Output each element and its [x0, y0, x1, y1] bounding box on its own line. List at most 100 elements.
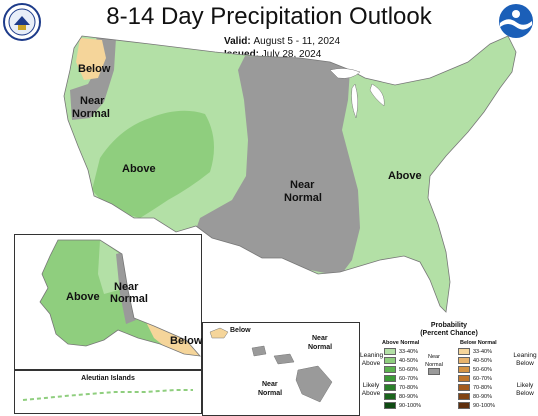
legend-likely-below: Likely Below	[512, 382, 538, 397]
legend-above-swatch	[384, 402, 396, 409]
ak-outline	[39, 239, 201, 357]
label-ak-above: Above	[66, 291, 100, 303]
noaa-logo	[498, 3, 534, 39]
label-near-central-1: Near	[290, 179, 315, 191]
legend-above-level-label: 90-100%	[399, 402, 422, 409]
legend-below-level-label: 40-50%	[473, 357, 492, 364]
legend-above-level-label: 70-80%	[399, 384, 418, 391]
lake-huron	[369, 83, 385, 107]
label-hi-near-a-2: Normal	[308, 344, 332, 351]
above-mid-region	[92, 110, 214, 218]
label-above-sw: Above	[122, 163, 156, 175]
legend-below-swatch	[458, 402, 470, 409]
label-below-nw: Below	[78, 63, 111, 75]
legend-leaning-above: Leaning Above	[360, 352, 384, 367]
legend-likely-above-2: Above	[361, 389, 381, 397]
legend-below-level-row: 80-90%	[458, 393, 492, 400]
legend-below-level-label: 90-100%	[473, 402, 496, 409]
legend-above-level-row: 90-100%	[384, 402, 421, 409]
label-hi-near-b-2: Normal	[258, 390, 282, 397]
valid-label: Valid:	[224, 36, 251, 47]
hi-oahu	[251, 345, 267, 357]
legend-leaning-above-1: Leaning	[360, 352, 384, 359]
legend-above-level-label: 40-50%	[399, 357, 418, 364]
legend-likely-below-2: Below	[516, 389, 534, 397]
legend-below-level-label: 80-90%	[473, 393, 492, 400]
noaa-logo-icon	[499, 4, 533, 38]
probability-legend: Probability (Percent Chance) Above Norma…	[360, 322, 538, 416]
aleutian-islands-shape	[22, 389, 193, 401]
label-ak-near-1: Near	[114, 281, 139, 293]
hawaii-inset-frame	[202, 322, 360, 416]
legend-likely-below-1: Likely	[516, 382, 534, 389]
legend-above-level-row: 60-70%	[384, 375, 418, 382]
legend-above-level-row: 33-40%	[384, 348, 418, 355]
label-ak-below: Below	[170, 335, 202, 347]
legend-above-header: Above Normal	[382, 340, 420, 346]
aleutian-label: Aleutian Islands	[81, 375, 135, 382]
legend-above-swatch	[384, 366, 396, 373]
legend-above-level-row: 80-90%	[384, 393, 418, 400]
legend-likely-above-1: Likely	[362, 382, 380, 389]
lake-superior	[329, 68, 361, 79]
legend-above-swatch	[384, 375, 396, 382]
legend-near-normal-swatch	[428, 368, 440, 375]
below-nw-region	[76, 38, 106, 80]
legend-near-label-2: Normal	[425, 361, 443, 368]
hi-big-island	[295, 365, 333, 403]
valid-dates: Valid: August 5 - 11, 2024	[224, 36, 340, 48]
ak-near-region	[116, 252, 136, 324]
legend-above-swatch	[384, 357, 396, 364]
legend-near-normal-label: Near Normal	[422, 354, 446, 369]
legend-below-swatch	[458, 375, 470, 382]
legend-below-level-label: 33-40%	[473, 348, 492, 355]
legend-leaning-below-2: Below	[516, 359, 534, 367]
legend-below-level-label: 50-60%	[473, 366, 492, 373]
legend-below-level-label: 70-80%	[473, 384, 492, 391]
legend-above-level-label: 33-40%	[399, 348, 418, 355]
label-hi-near-a-1: Near	[312, 335, 328, 342]
label-hi-near-b-1: Near	[262, 381, 278, 388]
legend-above-level-row: 50-60%	[384, 366, 418, 373]
legend-leaning-below-1: Leaning	[513, 352, 537, 359]
doc-seal-icon	[3, 3, 41, 41]
legend-above-level-label: 80-90%	[399, 393, 418, 400]
us-outline	[63, 35, 517, 313]
legend-title-2: (Percent Chance)	[420, 330, 478, 337]
issued-value: July 28, 2024	[261, 49, 322, 60]
lake-michigan	[351, 83, 358, 119]
ak-below-region	[146, 322, 200, 356]
legend-leaning-below: Leaning Below	[512, 352, 538, 367]
legend-below-level-row: 40-50%	[458, 357, 492, 364]
legend-below-level-row: 50-60%	[458, 366, 492, 373]
doc-seal-logo	[3, 3, 41, 41]
legend-below-level-row: 70-80%	[458, 384, 492, 391]
label-hi-below: Below	[230, 327, 251, 334]
hawaii-inset: Below Near Normal Near Normal	[202, 322, 360, 416]
label-near-central-2: Normal	[284, 192, 322, 204]
legend-below-swatch	[458, 384, 470, 391]
legend-below-level-row: 90-100%	[458, 402, 495, 409]
hi-kauai	[209, 327, 229, 339]
legend-above-level-row: 70-80%	[384, 384, 418, 391]
label-near-nw-1: Near	[80, 95, 105, 107]
legend-likely-above: Likely Above	[360, 382, 382, 397]
label-above-east: Above	[388, 170, 422, 182]
legend-above-level-label: 60-70%	[399, 375, 418, 382]
legend-above-swatch	[384, 384, 396, 391]
near-normal-central-region	[195, 56, 360, 276]
label-ak-near-2: Normal	[110, 293, 148, 305]
legend-above-level-row: 40-50%	[384, 357, 418, 364]
legend-title-1: Probability	[430, 322, 468, 329]
legend-below-level-row: 33-40%	[458, 348, 492, 355]
legend-below-swatch	[458, 393, 470, 400]
legend-below-swatch	[458, 366, 470, 373]
legend-above-level-label: 50-60%	[399, 366, 418, 373]
aleutian-inset: Aleutian Islands	[14, 370, 202, 414]
hi-molokai-maui	[273, 353, 295, 365]
legend-below-swatch	[458, 357, 470, 364]
legend-below-swatch	[458, 348, 470, 355]
valid-value: August 5 - 11, 2024	[253, 36, 341, 47]
legend-above-swatch	[384, 348, 396, 355]
legend-near-label-1: Near	[428, 354, 440, 360]
